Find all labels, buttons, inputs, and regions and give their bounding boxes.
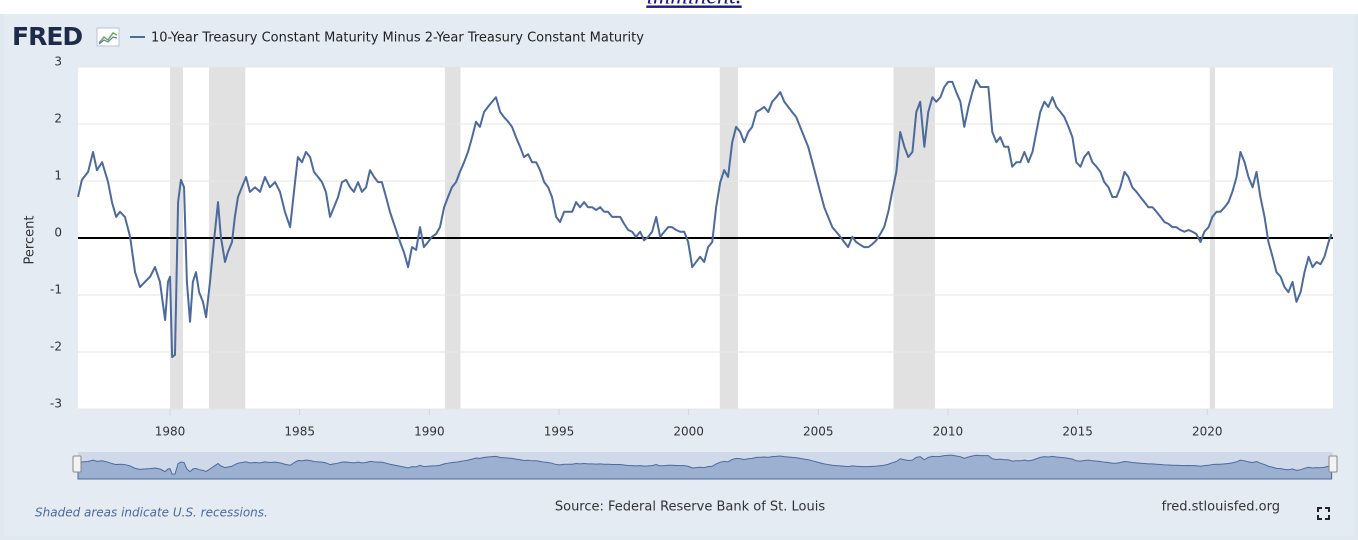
x-tick-label: 2000 [673,425,704,439]
plot [77,66,1333,410]
navigator-handle-left[interactable] [72,455,82,473]
clipped-text: imminent. [646,0,741,10]
logo-icon-line [98,36,118,45]
legend-label: 10-Year Treasury Constant Maturity Minus… [151,31,644,46]
x-tick-label: 1985 [284,425,315,439]
y-tick-label: 2 [54,112,62,126]
x-tick-label: 1990 [414,425,445,439]
y-tick-label: 0 [54,226,62,240]
x-tick-label: 2005 [803,425,834,439]
y-tick-label: -3 [50,397,62,411]
y-tick-label: 3 [54,55,62,69]
x-tick-label: 2020 [1192,425,1223,439]
logo-icon [96,27,120,47]
x-tick-label: 2015 [1062,425,1093,439]
site[interactable]: fred.stlouisfed.org [1162,500,1280,515]
navigator-area [77,454,1332,480]
logo-icon-line [98,32,118,44]
fullscreen-icon[interactable] [1317,507,1330,520]
x-tick-label: 1995 [544,425,575,439]
logo: FRED [12,22,82,51]
x-tick-label: 1980 [155,425,186,439]
source: Source: Federal Reserve Bank of St. Loui… [555,500,825,515]
icon-corner [1317,515,1322,520]
y-tick-label: 1 [54,169,62,183]
icon-corner [1325,507,1330,512]
icon-corner [1317,507,1322,512]
icon-corner [1325,515,1330,520]
navigator-series [77,454,1332,480]
navigator-handle-right[interactable] [1328,455,1338,473]
recession-note: Shaded areas indicate U.S. recessions. [35,506,268,520]
y-tick-label: -1 [50,283,62,297]
y-axis-label: Percent [23,216,38,265]
y-tick-label: -2 [50,340,62,354]
series-line [77,79,1333,359]
x-tick-label: 2010 [933,425,964,439]
top-strip [0,0,1358,14]
